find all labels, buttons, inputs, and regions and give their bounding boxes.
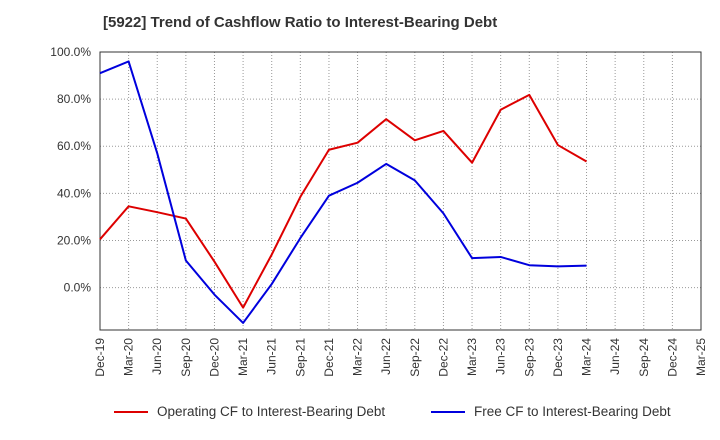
chart-title: [5922] Trend of Cashflow Ratio to Intere… [103,14,498,31]
x-tick-label: Dec-23 [551,338,565,377]
x-tick-label: Mar-21 [236,338,250,376]
x-tick-label: Mar-25 [694,338,708,376]
y-tick-label: 20.0% [57,233,91,247]
series-layer [99,60,588,324]
x-tick-label: Mar-22 [351,338,365,376]
legend-item-operating-cf: Operating CF to Interest-Bearing Debt [114,404,385,419]
x-tick-label: Sep-21 [293,338,307,377]
x-tick-label: Mar-23 [465,338,479,376]
x-tick-label: Sep-22 [408,338,422,377]
grid-layer [99,51,702,330]
legend-label-free-cf: Free CF to Interest-Bearing Debt [474,404,671,419]
x-tick-label: Jun-23 [494,338,508,375]
x-tick-label: Mar-20 [122,338,136,376]
x-tick-label: Jun-21 [265,338,279,375]
x-tick-label: Jun-24 [608,338,622,375]
x-tick-label: Dec-19 [93,338,107,377]
x-axis-ticks: Dec-19 Mar-20 Jun-20 Sep-20 Dec-20 Mar-21 Jun-… [93,338,708,377]
x-tick-label: Dec-22 [436,338,450,377]
x-tick-label: Dec-24 [665,338,679,377]
legend-swatch-free-cf [431,410,465,413]
x-tick-label: Mar-24 [580,338,594,376]
plot-frame [99,51,702,331]
x-tick-label: Dec-21 [322,338,336,377]
legend-item-free-cf: Free CF to Interest-Bearing Debt [431,404,671,419]
y-axis-ticks: 100.0% 80.0% 60.0% 40.0% 20.0% 0.0% [50,45,91,295]
x-tick-label: Sep-23 [522,338,536,377]
x-tick-label: Sep-20 [179,338,193,377]
y-tick-label: 80.0% [57,92,91,106]
series-line-1 [99,60,587,324]
x-tick-label: Jun-22 [379,338,393,375]
series-line-0 [99,93,588,309]
y-tick-label: 40.0% [57,186,91,200]
x-tick-label: Dec-20 [207,338,221,377]
legend-swatch-operating-cf [114,410,148,413]
x-tick-label: Sep-24 [637,338,651,377]
y-tick-label: 60.0% [57,139,91,153]
y-tick-label: 100.0% [50,45,91,59]
legend-label-operating-cf: Operating CF to Interest-Bearing Debt [157,404,386,419]
y-tick-label: 0.0% [64,281,92,295]
x-tick-label: Jun-20 [150,338,164,375]
